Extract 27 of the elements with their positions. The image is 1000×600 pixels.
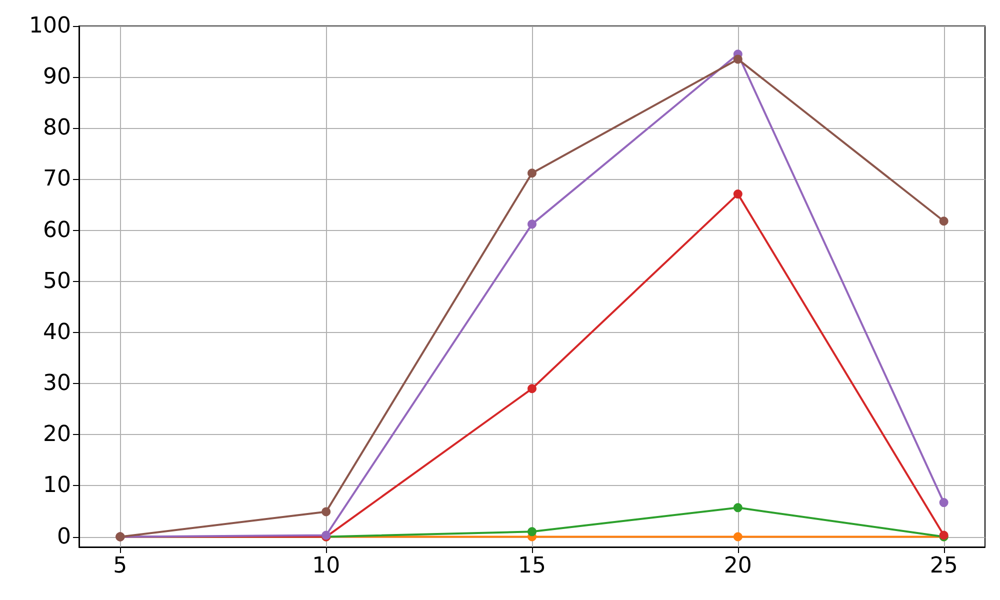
y-tick-label: 70 bbox=[43, 166, 71, 192]
x-tick-label: 10 bbox=[312, 554, 340, 578]
y-tick-label: 10 bbox=[43, 473, 71, 498]
point bbox=[939, 498, 948, 508]
point bbox=[733, 190, 742, 199]
point bbox=[528, 168, 536, 178]
point bbox=[528, 384, 536, 394]
point bbox=[528, 527, 536, 536]
y-tick-label: 20 bbox=[43, 422, 71, 448]
y-tick-label: 50 bbox=[43, 268, 71, 294]
point bbox=[528, 220, 536, 229]
point bbox=[939, 216, 948, 226]
y-tick-label: 100 bbox=[29, 14, 71, 38]
y-tick-label: 30 bbox=[43, 371, 71, 396]
y-tick-label: 40 bbox=[43, 320, 71, 345]
x-tick-label: 25 bbox=[930, 554, 958, 578]
point bbox=[322, 507, 331, 516]
point bbox=[733, 54, 742, 64]
x-tick-label: 15 bbox=[518, 554, 546, 578]
x-tick-label: 5 bbox=[113, 554, 128, 578]
y-tick-label: 60 bbox=[43, 218, 71, 243]
y-tick-label: 90 bbox=[43, 64, 71, 90]
y-tick-label: 80 bbox=[43, 116, 71, 141]
y-tick-label: 0 bbox=[57, 524, 71, 550]
point bbox=[733, 503, 742, 512]
point bbox=[733, 532, 742, 542]
x-tick-label: 20 bbox=[724, 554, 752, 578]
